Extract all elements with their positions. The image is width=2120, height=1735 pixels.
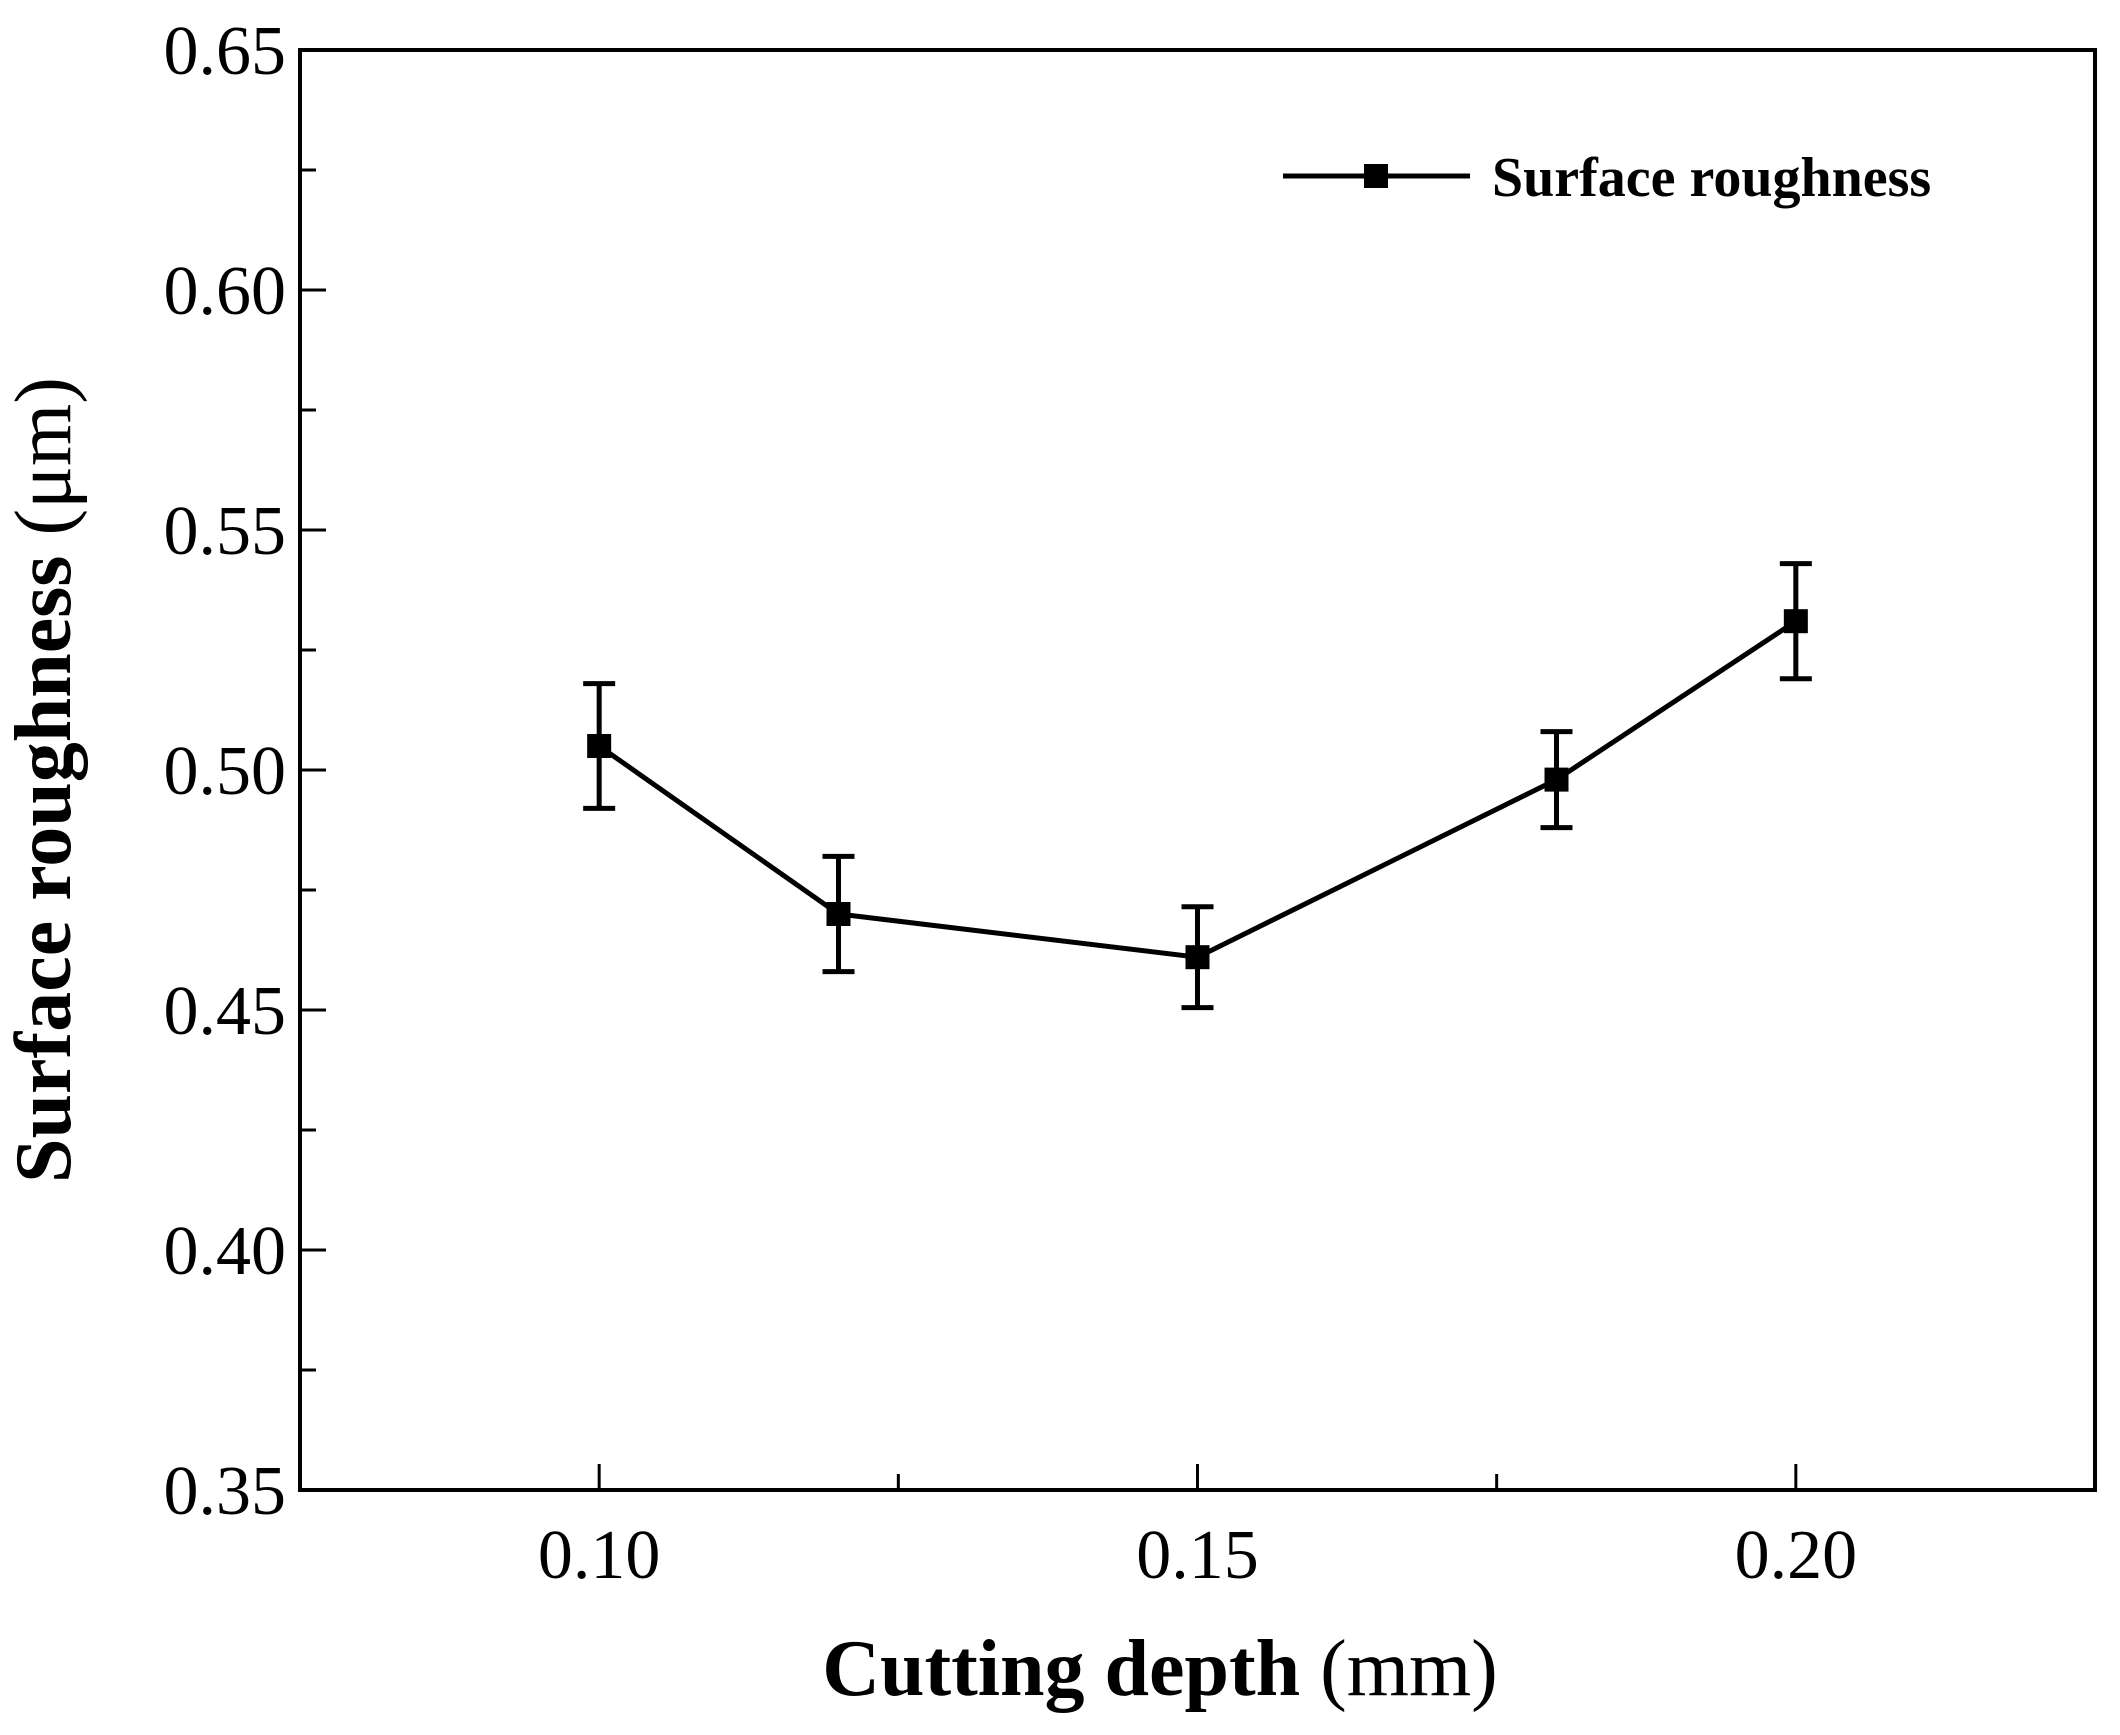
ticks: 0.35 0.40 0.45 0.50 0.55 0.60 0.65 0.10 0.15 0.20 — [164, 13, 1858, 1594]
data-point — [1544, 767, 1569, 792]
y-tick-label: 0.65 — [164, 13, 287, 90]
x-axis-title-unit: (mm) — [1320, 1625, 1498, 1713]
y-tick-label: 0.60 — [164, 253, 287, 330]
y-tick-label: 0.45 — [164, 973, 287, 1050]
y-axis-title-spacer — [0, 535, 88, 555]
plot-frame — [298, 48, 2097, 1492]
y-axis-title-unit: (μm) — [0, 377, 88, 535]
y-tick-label: 0.35 — [164, 1453, 287, 1530]
y-tick-label: 0.40 — [164, 1213, 287, 1290]
legend-label: Surface roughness — [1492, 147, 1931, 209]
data-series — [583, 561, 1812, 1011]
x-axis-title-bold: Cutting depth — [822, 1625, 1300, 1713]
legend: Surface roughness — [1283, 147, 1931, 209]
x-tick-label: 0.10 — [538, 1517, 661, 1594]
axes — [298, 48, 2097, 1492]
data-point — [826, 902, 851, 926]
legend-marker — [1364, 164, 1388, 188]
y-tick-label: 0.50 — [164, 733, 287, 810]
x-axis-title-spacer — [1300, 1625, 1320, 1713]
x-tick-label: 0.15 — [1136, 1517, 1259, 1594]
y-axis-title: Surface roughness (μm) — [0, 377, 88, 1183]
data-point — [1185, 945, 1210, 970]
y-axis-title-bold: Surface roughness — [0, 555, 88, 1182]
data-point — [1783, 609, 1808, 634]
y-tick-label: 0.55 — [164, 493, 287, 570]
data-point — [587, 734, 612, 758]
x-tick-label: 0.20 — [1735, 1517, 1858, 1594]
x-axis-title: Cutting depth (mm) — [822, 1625, 1498, 1713]
